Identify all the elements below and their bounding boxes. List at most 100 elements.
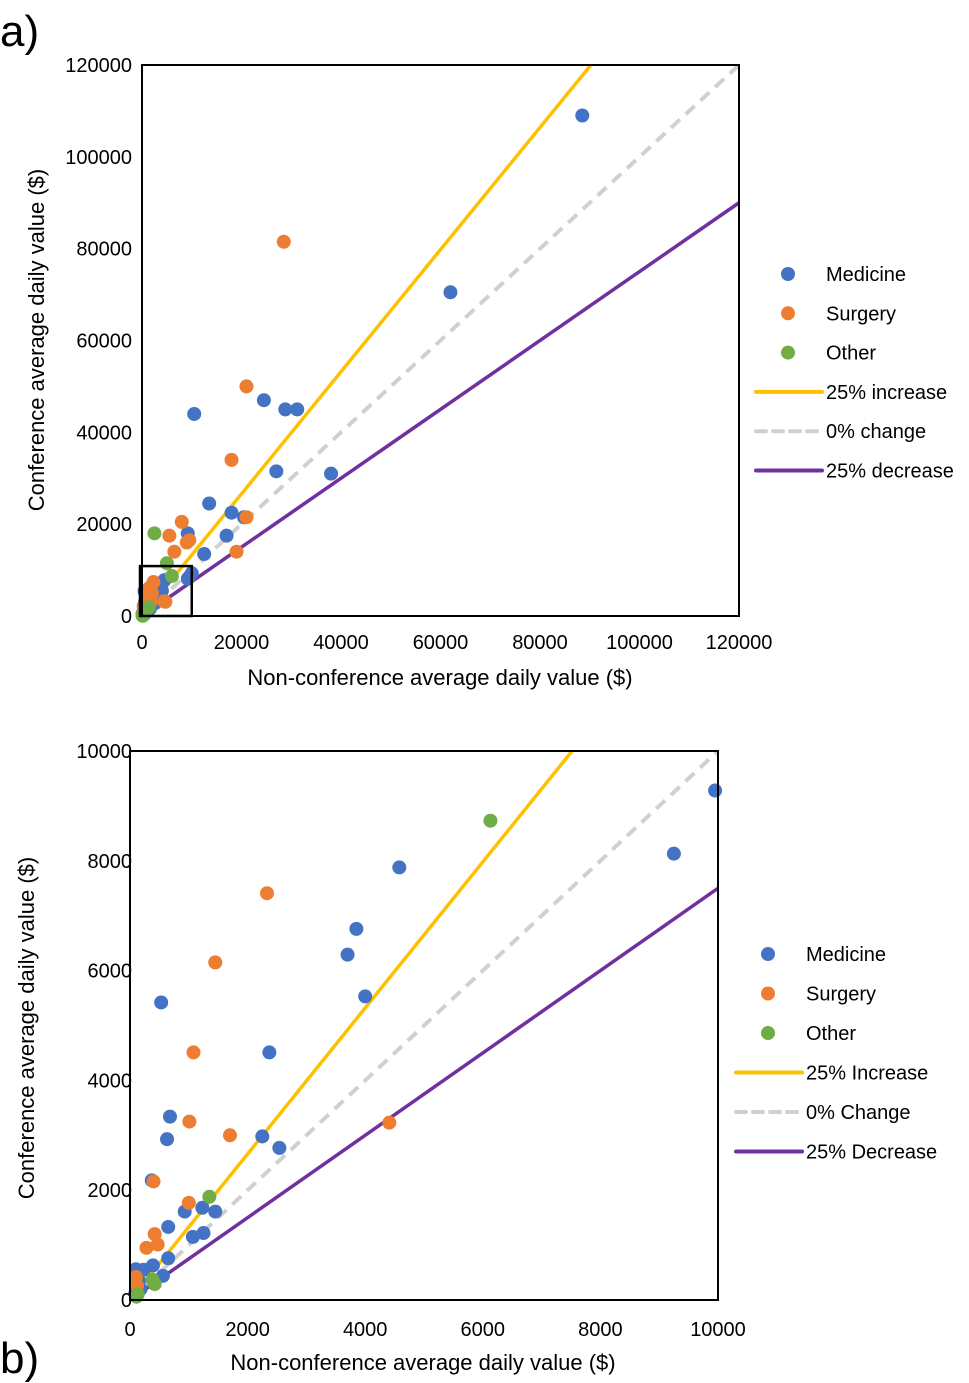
panel-a-x-tick-label: 40000 [313,632,369,654]
legend-label: 25% decrease [826,461,954,483]
panel-b-point-medicine [666,846,681,861]
panel-a-point-medicine [278,402,293,417]
panel-b-x-tick-label: 8000 [578,1319,623,1341]
panel-b-legend-item-0-change: 0% Change [734,1102,911,1124]
legend-marker-surgery [781,306,795,321]
panel-b-point-medicine [358,989,373,1004]
panel-b-point-medicine [392,860,407,875]
panel-b-y-tick-label: 6000 [88,961,133,983]
panel-a-y-tick-label: 100000 [65,147,132,169]
panel-b-point-medicine [160,1132,175,1147]
panel-a-point-medicine [202,496,217,511]
legend-label: Surgery [826,303,896,325]
panel-a-point-surgery [179,535,194,550]
panel-a-legend-item-25-increase: 25% increase [754,382,947,404]
panel-a: a) 0 20000 40000 60000 80000 100000 120000 0 20… [0,7,954,690]
panel-a-line-0-change [140,63,741,618]
panel-a-y-ticks: 0 20000 40000 60000 80000 100000 120000 [65,55,132,628]
panel-b-point-surgery [146,1174,161,1189]
panel-a-point-medicine [219,528,234,543]
panel-a-point-medicine [197,547,212,562]
panel-a-legend-item-surgery: Surgery [781,303,896,325]
panel-b-point-medicine [196,1226,211,1241]
panel-b-legend-item-medicine: Medicine [761,944,886,966]
legend-marker-medicine [761,947,775,961]
panel-a-point-medicine [324,466,339,481]
panel-b-x-tick-label: 0 [124,1319,135,1341]
panel-b-y-axis-label: Conference average daily value ($) [14,857,39,1199]
panel-a-y-tick-label: 20000 [76,514,132,536]
panel-b-legend: Medicine Surgery Other 25% Increase 0% Chang… [734,944,937,1164]
legend-label: 0% change [826,421,926,443]
panel-a-x-tick-label: 0 [136,632,147,654]
panel-b-point-medicine [255,1129,270,1144]
panel-a-point-medicine [224,505,239,520]
panel-a-point-surgery [162,528,177,543]
panel-b-x-tick-label: 6000 [461,1319,506,1341]
legend-marker-other [781,345,795,360]
panel-b-y-tick-label: 2000 [88,1180,133,1202]
panel-b-y-tick-label: 8000 [88,851,133,873]
panel-b-y-tick-label: 10000 [76,741,132,763]
panel-b-legend-item-25-increase: 25% Increase [734,1063,928,1085]
panel-b-legend-item-surgery: Surgery [761,984,876,1006]
panel-a-point-medicine [187,406,202,421]
panel-b-point-medicine [208,1204,223,1219]
legend-marker-medicine [781,267,795,281]
legend-label: Other [806,1023,856,1045]
panel-b-point-surgery [260,886,275,901]
panel-b-point-surgery [208,955,223,970]
panel-a-y-tick-label: 120000 [65,55,132,77]
panel-b-label: b) [0,1334,39,1383]
legend-label: Medicine [806,944,886,966]
panel-b-x-axis-label: Non-conference average daily value ($) [230,1350,615,1375]
panel-a-y-axis-label: Conference average daily value ($) [24,169,49,511]
panel-a-point-surgery [224,452,239,467]
panel-b-point-other [483,813,498,828]
legend-label: 25% increase [826,382,947,404]
panel-a-point-surgery [167,544,182,559]
panel-a-point-medicine [256,393,271,408]
panel-a-label: a) [0,7,39,56]
panel-a-legend-item-0-change: 0% change [754,421,926,443]
panel-b-x-ticks: 0 2000 4000 6000 8000 10000 [124,1319,745,1341]
panel-b-point-medicine [162,1109,177,1124]
panel-b-point-surgery [182,1114,197,1129]
panel-a-point-medicine [443,285,458,300]
panel-a-point-medicine [269,464,284,479]
legend-label: 25% Increase [806,1063,928,1085]
panel-a-point-surgery [174,514,189,529]
panel-a-point-medicine [290,402,305,417]
panel-b-x-tick-label: 2000 [225,1319,270,1341]
panel-a-inset-box [138,564,193,618]
legend-label: Surgery [806,984,876,1006]
panel-b-y-ticks: 0 2000 4000 6000 8000 10000 [76,741,132,1312]
panel-b-point-surgery [382,1115,397,1130]
legend-label: Medicine [826,264,906,286]
panel-a-point-other [159,556,174,571]
panel-b-point-medicine [154,995,169,1010]
panel-a-legend-item-medicine: Medicine [781,264,906,286]
panel-b-y-tick-label: 4000 [88,1070,133,1092]
legend-label: 0% Change [806,1102,911,1124]
panel-b: b) 0 2000 4000 6000 8000 10000 0 2000 4000 6000 8… [0,741,937,1383]
panel-b-x-tick-label: 10000 [690,1319,746,1341]
panel-b-point-medicine [340,947,355,962]
panel-a-y-tick-label: 60000 [76,331,132,353]
panel-b-point-surgery [222,1128,237,1143]
panel-b-point-medicine [195,1200,210,1215]
panel-a-point-surgery [276,234,291,249]
panel-b-point-medicine [272,1140,287,1155]
legend-label: 25% Decrease [806,1142,937,1164]
panel-a-x-tick-label: 100000 [606,632,673,654]
panel-b-points [128,783,723,1304]
panel-b-point-surgery [139,1240,154,1255]
panel-b-point-surgery [150,1237,165,1252]
panel-a-point-surgery [144,586,159,601]
panel-a-points [135,108,590,623]
panel-b-point-medicine [708,783,723,798]
panel-a-legend-item-25-decrease: 25% decrease [754,461,954,483]
panel-a-x-tick-label: 20000 [214,632,270,654]
panel-a-line-25-increase [140,63,593,618]
panel-b-legend-item-25-decrease: 25% Decrease [734,1142,937,1164]
